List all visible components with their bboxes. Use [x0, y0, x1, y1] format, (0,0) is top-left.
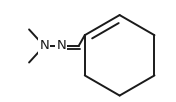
Text: N: N: [56, 39, 66, 52]
Text: N: N: [39, 39, 49, 52]
